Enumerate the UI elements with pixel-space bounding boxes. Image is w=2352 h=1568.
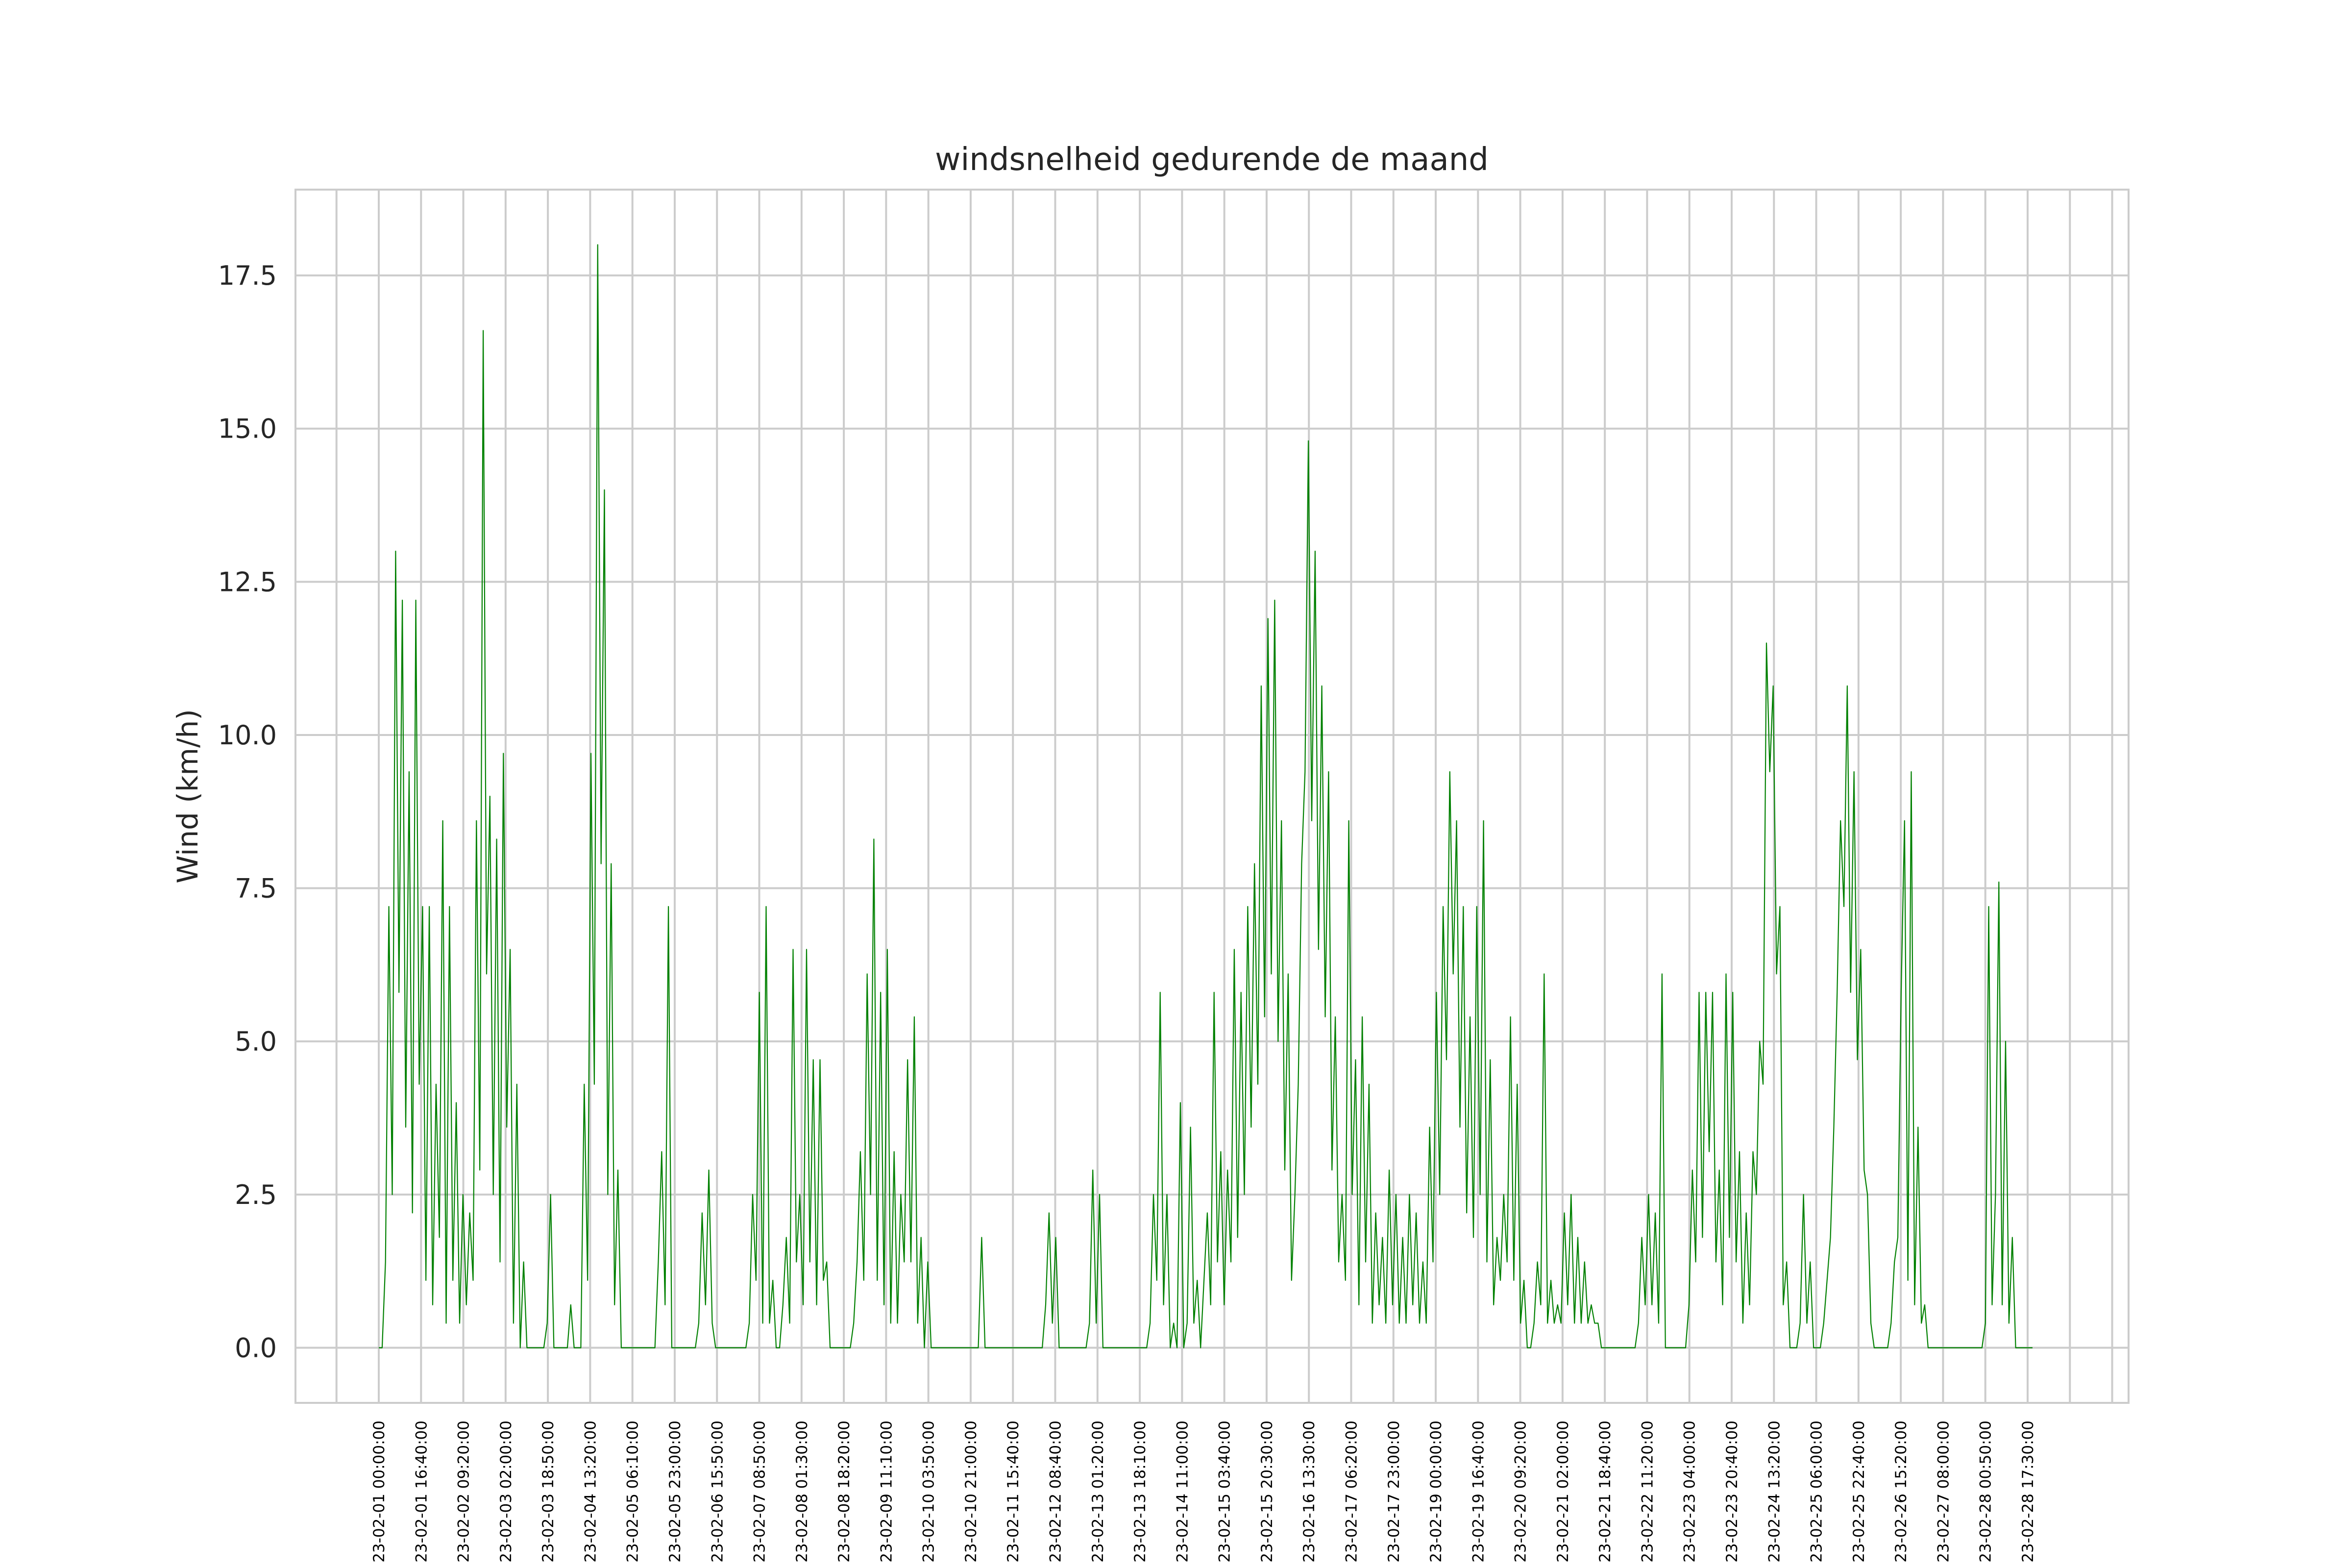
x-tick-label: 23-02-02 09:20:00 (455, 1421, 473, 1563)
x-tick-label: 23-02-13 01:20:00 (1089, 1421, 1107, 1563)
x-tick-label: 23-02-22 11:20:00 (1639, 1421, 1656, 1563)
x-tick-label: 23-02-08 18:20:00 (835, 1421, 853, 1563)
x-tick-label: 23-02-20 09:20:00 (1512, 1421, 1530, 1563)
y-axis: 0.0 2.5 5.0 7.5 10.0 12.5 15.0 17.5 (218, 260, 277, 1363)
x-tick-label: 23-02-05 06:10:00 (624, 1421, 642, 1563)
x-tick-label: 23-02-14 11:00:00 (1174, 1421, 1191, 1563)
chart-title: windsnelheid gedurende de maand (935, 142, 1489, 178)
series-layer (379, 244, 2033, 1348)
x-tick-label: 23-02-25 22:40:00 (1850, 1421, 1868, 1563)
y-tick-label: 15.0 (218, 414, 277, 444)
x-tick-label: 23-02-17 06:20:00 (1343, 1421, 1360, 1563)
x-tick-label: 23-02-07 08:50:00 (751, 1421, 769, 1563)
x-tick-label: 23-02-15 20:30:00 (1258, 1421, 1276, 1563)
x-tick-label: 23-02-28 17:30:00 (2019, 1421, 2037, 1563)
x-tick-label: 23-02-23 20:40:00 (1723, 1421, 1741, 1563)
x-tick-label: 23-02-19 16:40:00 (1470, 1421, 1487, 1563)
x-tick-label: 23-02-10 03:50:00 (920, 1421, 938, 1563)
x-tick-label: 23-02-27 08:00:00 (1935, 1421, 1952, 1563)
y-tick-label: 12.5 (218, 566, 277, 597)
x-tick-label: 23-02-21 02:00:00 (1554, 1421, 1572, 1563)
y-tick-label: 17.5 (218, 260, 277, 291)
x-tick-label: 23-02-01 16:40:00 (413, 1421, 430, 1563)
x-tick-label: 23-02-25 06:00:00 (1808, 1421, 1826, 1563)
x-tick-label: 23-02-16 13:30:00 (1300, 1421, 1318, 1563)
x-tick-label: 23-02-03 18:50:00 (539, 1421, 557, 1563)
x-tick-label: 23-02-08 01:30:00 (793, 1421, 811, 1563)
y-tick-label: 5.0 (235, 1026, 277, 1057)
x-axis: 23-02-01 00:00:00 23-02-01 16:40:00 23-02-… (370, 1421, 2037, 1563)
x-tick-label: 23-02-10 21:00:00 (962, 1421, 980, 1563)
x-tick-label: 23-02-04 13:20:00 (582, 1421, 599, 1563)
y-tick-label: 10.0 (218, 720, 277, 751)
x-tick-label: 23-02-26 15:20:00 (1892, 1421, 1910, 1563)
plot-frame (294, 189, 2130, 1404)
x-tick-label: 23-02-12 08:40:00 (1047, 1421, 1065, 1563)
x-tick-label: 23-02-19 00:00:00 (1427, 1421, 1445, 1563)
y-axis-label: Wind (km/h) (171, 709, 204, 883)
x-tick-label: 23-02-24 13:20:00 (1765, 1421, 1783, 1563)
x-tick-label: 23-02-13 18:10:00 (1131, 1421, 1149, 1563)
x-tick-label: 23-02-01 00:00:00 (370, 1421, 388, 1563)
x-tick-label: 23-02-15 03:40:00 (1216, 1421, 1234, 1563)
y-tick-label: 7.5 (235, 873, 277, 904)
x-tick-label: 23-02-23 04:00:00 (1681, 1421, 1699, 1563)
grid (295, 190, 2129, 1403)
x-tick-label: 23-02-11 15:40:00 (1004, 1421, 1022, 1563)
x-tick-label: 23-02-28 00:50:00 (1977, 1421, 1995, 1563)
x-tick-label: 23-02-09 11:10:00 (878, 1421, 895, 1563)
x-tick-label: 23-02-05 23:00:00 (666, 1421, 684, 1563)
x-tick-label: 23-02-06 15:50:00 (709, 1421, 726, 1563)
x-tick-label: 23-02-17 23:00:00 (1385, 1421, 1403, 1563)
wind-speed-line (379, 244, 2033, 1348)
y-tick-label: 2.5 (235, 1179, 277, 1210)
x-tick-label: 23-02-03 02:00:00 (497, 1421, 515, 1563)
x-tick-label: 23-02-21 18:40:00 (1596, 1421, 1614, 1563)
y-tick-label: 0.0 (235, 1332, 277, 1363)
